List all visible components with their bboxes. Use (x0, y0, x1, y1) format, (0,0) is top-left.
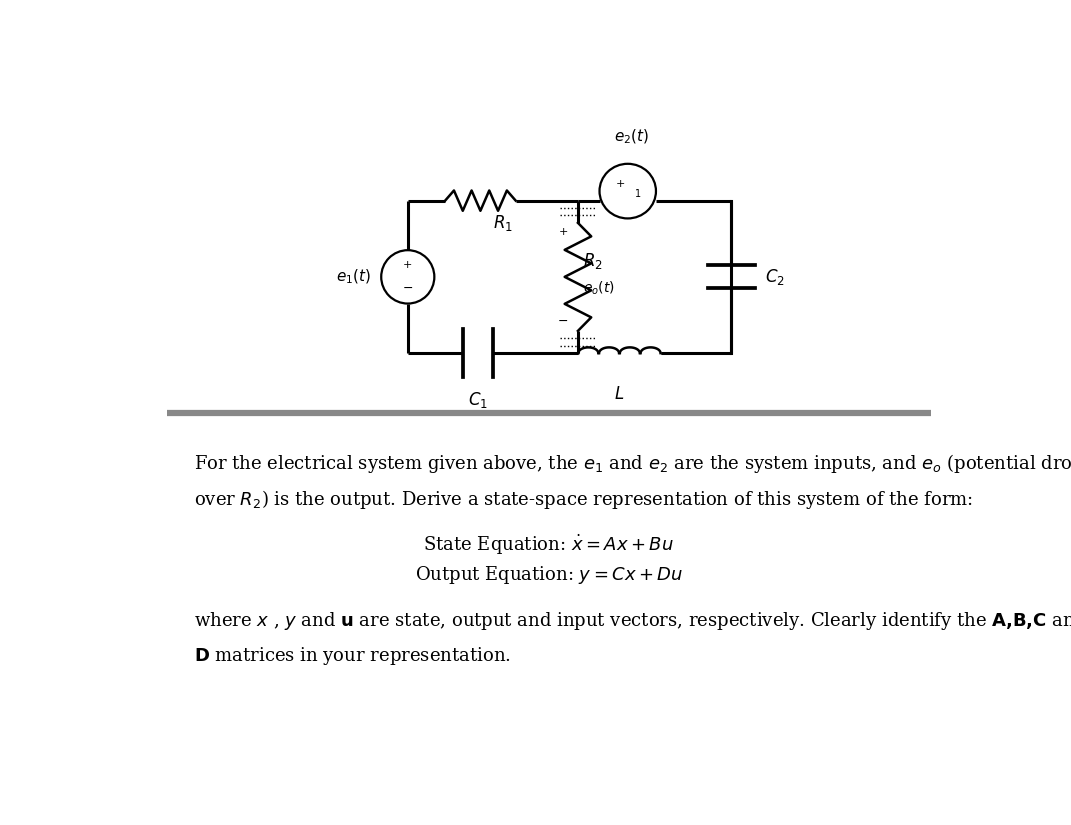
Text: $L$: $L$ (615, 385, 624, 403)
Text: $R_2$: $R_2$ (583, 251, 603, 271)
Text: over $R_2$) is the output. Derive a state-space representation of this system of: over $R_2$) is the output. Derive a stat… (194, 488, 972, 511)
Text: −: − (558, 315, 569, 328)
Text: $e_o(t)$: $e_o(t)$ (583, 280, 615, 297)
Text: 1: 1 (634, 189, 640, 199)
Text: $C_1$: $C_1$ (468, 390, 488, 410)
Text: For the electrical system given above, the $e_1$ and $e_2$ are the system inputs: For the electrical system given above, t… (194, 451, 1071, 474)
Text: $e_1(t)$: $e_1(t)$ (336, 267, 372, 286)
Text: Output Equation: $y = Cx + Du$: Output Equation: $y = Cx + Du$ (414, 564, 683, 586)
Text: $C_2$: $C_2$ (765, 266, 785, 287)
Text: $e_2(t)$: $e_2(t)$ (615, 128, 649, 146)
Text: where $x$ , $y$ and $\mathbf{u}$ are state, output and input vectors, respective: where $x$ , $y$ and $\mathbf{u}$ are sta… (194, 610, 1071, 633)
Text: +: + (616, 179, 625, 189)
Text: +: + (558, 228, 568, 238)
Text: $\mathbf{D}$ matrices in your representation.: $\mathbf{D}$ matrices in your representa… (194, 645, 511, 667)
Text: State Equation: $\dot{x} = Ax + Bu$: State Equation: $\dot{x} = Ax + Bu$ (423, 532, 675, 557)
Text: +: + (403, 260, 412, 270)
Text: −: − (403, 282, 413, 295)
Ellipse shape (600, 164, 655, 219)
Ellipse shape (381, 250, 435, 304)
Text: $R_1$: $R_1$ (493, 214, 513, 233)
